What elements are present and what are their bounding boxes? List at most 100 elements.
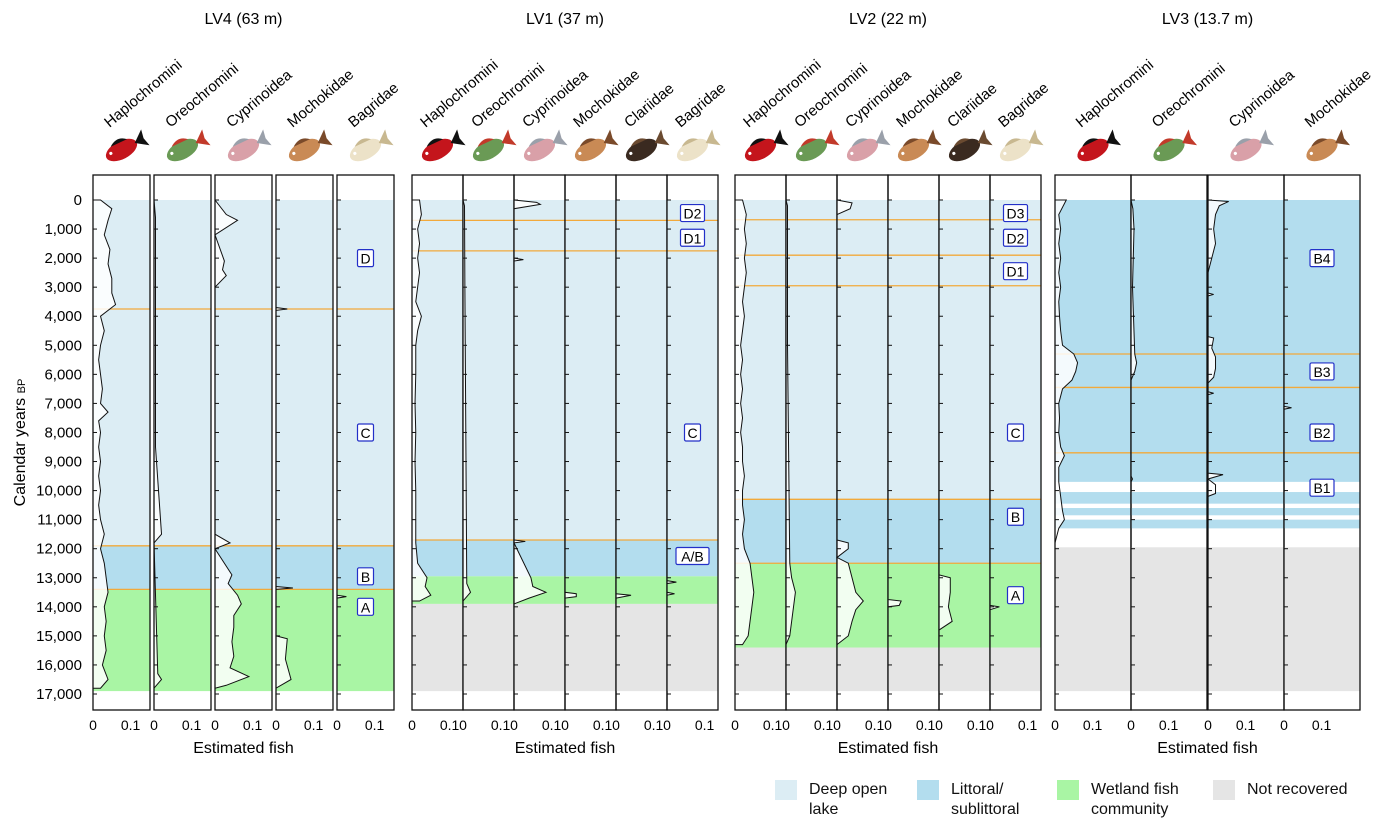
zone-notrec: [1284, 547, 1360, 692]
x-tick-label: 0.1: [121, 717, 141, 733]
fish-icon-oreochromini: [166, 129, 211, 162]
fish-icon-bagridae: [676, 129, 721, 162]
panel-bagridae: 0 0.1 Bagridae: [333, 79, 402, 733]
zone-littoral: [1284, 492, 1360, 504]
y-tick-label-7: 7,000: [44, 395, 82, 412]
zone-deep: [616, 200, 667, 540]
x-tick-label: 0: [150, 717, 158, 733]
zone-notrec: [888, 647, 939, 692]
zone-deep: [837, 200, 888, 500]
taxon-label-haplochromini: Haplochromini: [1073, 56, 1157, 131]
zone-littoral: [786, 499, 837, 564]
x-tick-label: 0: [272, 717, 280, 733]
legend-item-not-recovered: Not recovered: [1213, 780, 1348, 800]
zone-notrec: [412, 603, 463, 692]
x-tick-label: 0.1: [1236, 717, 1256, 733]
x-tick-label: 0: [211, 717, 219, 733]
panel-cyprinoidea: 0 0.1 Cyprinoidea: [1204, 66, 1298, 733]
x-tick-label: 0.1: [1083, 717, 1103, 733]
zone-littoral: [463, 539, 514, 577]
y-tick-label-13: 13,000: [36, 570, 82, 587]
x-axis-label: Estimated fish: [1157, 740, 1257, 757]
zone-littoral: [1208, 519, 1284, 529]
zone-wetland: [463, 576, 514, 604]
legend-swatch-wetland: [1057, 780, 1079, 800]
series-area-haplochromini: [411, 199, 432, 602]
zone-littoral: [565, 539, 616, 577]
x-tick-label: 0.1: [491, 717, 511, 733]
x-tick-label: 0.1: [365, 717, 385, 733]
zone-wetland: [154, 589, 211, 692]
zone-littoral: [1055, 519, 1131, 529]
zone-label-box: [683, 423, 702, 442]
zone-littoral: [616, 539, 667, 577]
x-tick-label: 0.1: [695, 717, 715, 733]
series-area-cyprinoidea: [214, 198, 251, 689]
x-tick-label: 0.1: [644, 717, 664, 733]
legend-item-littoral: Littoral/ sublittoral: [917, 780, 1019, 820]
zone-label-box: [675, 546, 710, 566]
legend-swatch-littoral: [917, 780, 939, 800]
taxon-label-oreochromini: Oreochromini: [1149, 60, 1229, 131]
x-tick-label: 0: [1051, 717, 1059, 733]
zone-label-d2: D2: [684, 206, 702, 222]
zone-wetland: [667, 576, 718, 604]
fish-icon-cyprinoidea: [846, 129, 891, 162]
panel-mochokidae: 0 0.1 Mochokidae: [1280, 66, 1374, 733]
zone-label-d2: D2: [1007, 230, 1025, 246]
panel-frame: [214, 174, 273, 711]
x-tick-label: 0.1: [182, 717, 202, 733]
zone-wetland: [786, 563, 837, 648]
fish-icon-cyprinoidea: [1230, 129, 1275, 162]
zone-littoral: [1284, 519, 1360, 529]
legend-label-notrec: Not recovered: [1247, 781, 1348, 798]
panel-frame: [1130, 174, 1208, 711]
y-tick-label-12: 12,000: [36, 541, 82, 558]
zone-littoral: [1055, 492, 1131, 504]
x-tick-label: 0: [89, 717, 97, 733]
zone-deep: [939, 200, 990, 500]
x-tick-label: 0: [333, 717, 341, 733]
legend-item-deep-open-lake: Deep open lake: [775, 780, 887, 820]
y-tick-label-3: 3,000: [44, 279, 82, 296]
legend-label-deep: Deep open lake: [809, 781, 888, 818]
zone-label-box: [356, 249, 375, 268]
zone-label-d3: D3: [1007, 206, 1025, 222]
zone-deep: [154, 200, 211, 546]
zone-littoral: [939, 499, 990, 564]
panel-bagridae: 0 0.1 Bagridae: [986, 79, 1052, 733]
y-tick-label-1: 1,000: [44, 221, 82, 238]
y-tick-label-15: 15,000: [36, 628, 82, 645]
zone-notrec: [1208, 547, 1284, 692]
zone-deep: [215, 200, 272, 546]
legend-item-wetland: Wetland fish community: [1057, 780, 1179, 820]
zone-label-box: [1309, 362, 1335, 381]
zone-label-b4: B4: [1313, 251, 1330, 267]
zone-label-box: [1006, 586, 1025, 605]
series-area-oreochromini: [785, 199, 796, 645]
x-tick-label: 0.1: [814, 717, 834, 733]
zone-label-box: [1006, 507, 1025, 526]
fish-icon-oreochromini: [472, 129, 517, 162]
taxon-label-mochokidae: Mochokidae: [284, 66, 357, 131]
fish-icon-mochokidae: [288, 129, 333, 162]
zone-label-d1: D1: [1007, 264, 1025, 280]
series-area-haplochromini: [1054, 199, 1079, 544]
x-tick-label: 0: [408, 717, 416, 733]
x-tick-label: 0.1: [1018, 717, 1038, 733]
zone-littoral: [1208, 492, 1284, 504]
zone-wetland: [990, 563, 1041, 648]
zone-deep: [786, 200, 837, 500]
zone-littoral: [888, 499, 939, 564]
zone-label-box: [1002, 203, 1029, 223]
fish-icon-oreochromini: [1153, 129, 1198, 162]
x-tick-label: 0: [1280, 717, 1288, 733]
zone-label-box: [1309, 423, 1335, 442]
zone-notrec: [463, 603, 514, 692]
taxon-label-cyprinoidea: Cyprinoidea: [1226, 66, 1299, 131]
zone-label-c: C: [360, 425, 370, 441]
x-axis-label: Estimated fish: [838, 740, 938, 757]
